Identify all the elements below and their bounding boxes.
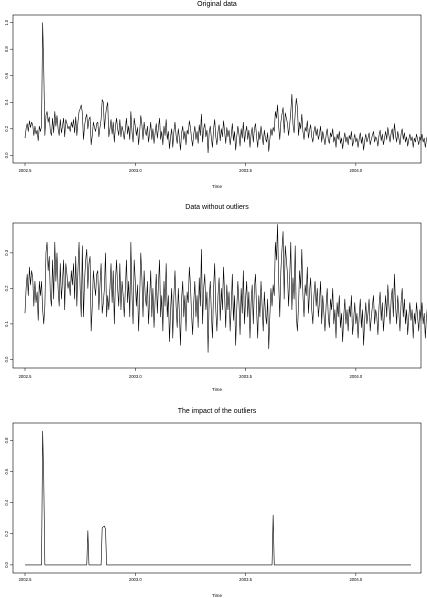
y-tick-label: 0.1: [4, 320, 9, 326]
y-tick-label: 0.8: [4, 46, 9, 52]
x-axis-label: Time: [212, 184, 222, 189]
x-tick-label: 2004.0: [349, 577, 362, 582]
x-axis-label: Time: [212, 593, 222, 598]
plot-frame: [12, 14, 422, 164]
y-tick-label: 0.6: [4, 72, 9, 78]
series-line: [25, 430, 411, 566]
y-tick-label: 0.4: [4, 99, 9, 105]
y-tick-label: 0.4: [4, 499, 9, 505]
y-tick-label: 0.0: [4, 356, 9, 362]
x-tick-label: 2003.5: [239, 168, 252, 173]
x-tick-label: 2002.5: [19, 577, 32, 582]
chart-title: Original data: [197, 1, 237, 8]
x-tick-label: 2003.5: [239, 577, 252, 582]
series-line: [24, 22, 427, 153]
plot-frame: [12, 422, 422, 574]
chart-panel-2: Data without outliers 2002.5 2003.0 2003.5 2…: [4, 204, 427, 392]
x-tick-label: 2003.0: [129, 374, 142, 379]
plot-frame: [12, 222, 422, 369]
y-tick-label: 0.8: [4, 437, 9, 443]
x-tick-label: 2004.0: [349, 374, 362, 379]
x-tick-label: 2003.5: [239, 374, 252, 379]
y-tick-label: 0.2: [4, 125, 9, 131]
x-axis-label: Time: [212, 387, 222, 392]
y-tick-label: 0.6: [4, 468, 9, 474]
y-tick-label: 1.0: [4, 19, 9, 25]
x-tick-label: 2003.0: [129, 168, 142, 173]
y-tick-label: 0.3: [4, 249, 9, 255]
y-tick-label: 0.0: [4, 561, 9, 567]
y-tick-label: 0.2: [4, 285, 9, 291]
chart-panel-3: The impact of the outliers 2002.5 2003.0 20…: [4, 408, 422, 598]
x-tick-label: 2002.5: [19, 374, 32, 379]
x-tick-label: 2002.5: [19, 168, 32, 173]
chart-title: The impact of the outliers: [178, 408, 257, 415]
x-tick-label: 2003.0: [129, 577, 142, 582]
chart-panel-1: Original data 2002.5 2003.0 2003.5 2004.0 0.0…: [4, 1, 427, 189]
y-tick-label: 0.2: [4, 530, 9, 536]
x-tick-label: 2004.0: [349, 168, 362, 173]
chart-title: Data without outliers: [185, 204, 249, 211]
y-tick-label: 0.0: [4, 152, 9, 158]
series-line: [24, 224, 427, 353]
